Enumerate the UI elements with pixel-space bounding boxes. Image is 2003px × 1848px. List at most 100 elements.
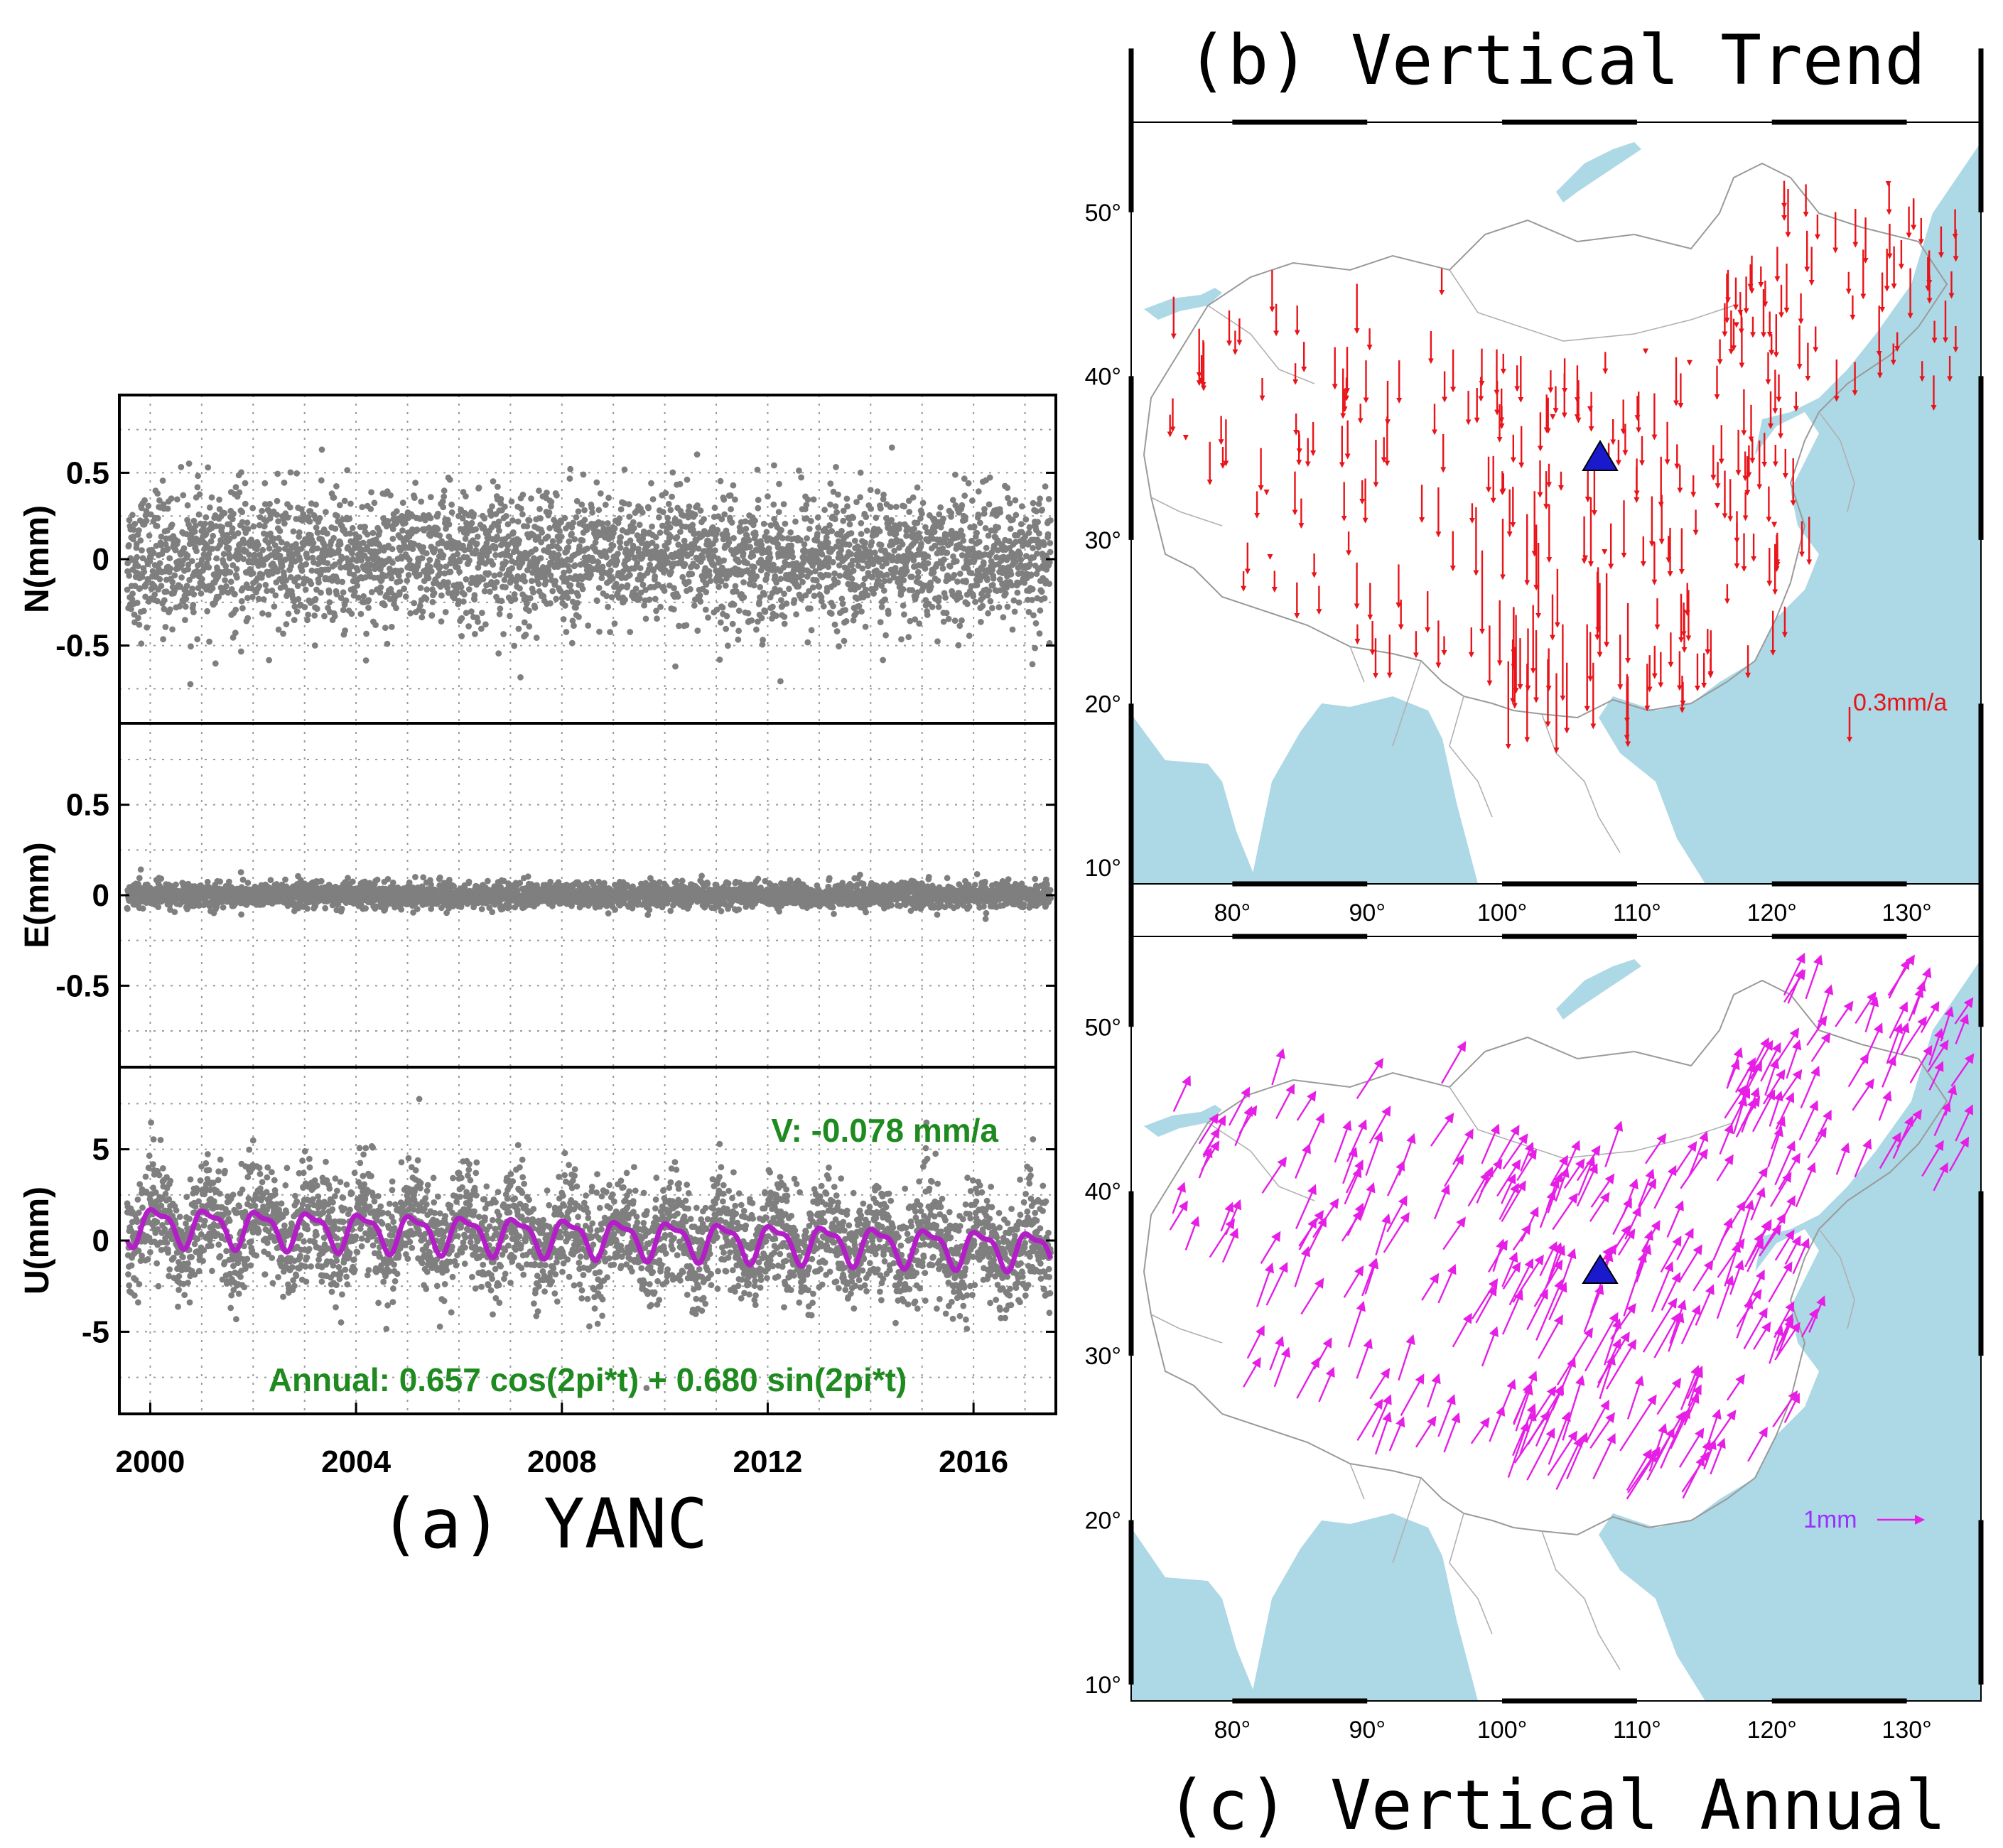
- data-point: [656, 514, 662, 521]
- data-point: [566, 567, 573, 574]
- data-point: [730, 601, 738, 608]
- data-point: [519, 492, 527, 498]
- data-point: [414, 906, 421, 912]
- data-point: [695, 545, 702, 552]
- data-point: [641, 602, 647, 609]
- data-point: [848, 551, 854, 558]
- data-point: [914, 484, 921, 491]
- data-point: [648, 480, 654, 487]
- data-point: [193, 548, 200, 554]
- data-point: [666, 524, 674, 531]
- data-point: [283, 621, 290, 627]
- data-point: [516, 537, 522, 544]
- data-point: [716, 583, 722, 590]
- data-point: [554, 492, 560, 499]
- data-point: [1029, 597, 1035, 603]
- data-point: [664, 514, 671, 522]
- data-point: [901, 611, 907, 618]
- data-point: [689, 571, 696, 578]
- data-point: [892, 504, 900, 510]
- scatter-e: [124, 866, 1054, 922]
- data-point: [124, 586, 131, 593]
- data-point: [355, 594, 362, 601]
- data-point: [593, 479, 600, 486]
- data-point: [751, 563, 757, 571]
- data-point: [621, 466, 628, 473]
- data-point: [969, 497, 976, 504]
- data-point: [797, 536, 804, 544]
- data-point: [238, 598, 245, 605]
- data-point: [429, 599, 436, 605]
- data-point: [907, 617, 914, 625]
- data-point: [841, 637, 848, 644]
- data-point: [927, 583, 934, 590]
- data-point: [953, 558, 960, 565]
- data-point: [502, 558, 509, 566]
- data-point: [436, 874, 443, 881]
- data-point: [124, 905, 131, 912]
- data-point: [318, 589, 324, 596]
- data-point: [261, 501, 269, 507]
- data-point: [455, 598, 463, 605]
- data-point: [475, 618, 481, 625]
- data-point: [1009, 626, 1016, 633]
- data-point: [168, 495, 175, 502]
- data-point: [935, 603, 942, 610]
- data-point: [404, 577, 411, 584]
- data-point: [267, 877, 274, 884]
- data-point: [989, 605, 995, 612]
- data-point: [687, 585, 693, 593]
- data-point: [664, 546, 670, 552]
- data-point: [522, 578, 528, 585]
- data-point: [750, 582, 757, 589]
- data-point: [850, 567, 857, 574]
- data-point: [266, 545, 273, 552]
- data-point: [816, 583, 823, 590]
- data-point: [517, 505, 524, 512]
- data-point: [177, 583, 184, 590]
- data-point: [918, 541, 924, 547]
- data-point: [324, 530, 330, 537]
- data-point: [771, 516, 777, 522]
- data-point: [963, 578, 969, 585]
- data-point: [323, 509, 329, 515]
- data-point: [930, 569, 937, 576]
- data-point: [615, 551, 621, 557]
- data-point: [154, 490, 161, 497]
- data-point: [800, 559, 806, 566]
- data-point: [147, 511, 154, 518]
- data-point: [531, 605, 539, 611]
- data-point: [699, 555, 706, 562]
- data-point: [594, 598, 600, 605]
- data-point: [754, 466, 761, 473]
- data-point: [295, 595, 302, 603]
- data-point: [978, 619, 984, 625]
- data-point: [511, 642, 518, 649]
- data-point: [941, 556, 947, 563]
- data-point: [1047, 549, 1054, 556]
- data-point: [246, 551, 252, 558]
- data-point: [293, 470, 300, 477]
- data-point: [463, 493, 469, 499]
- data-point: [939, 565, 946, 572]
- data-point: [959, 617, 965, 624]
- data-point: [463, 576, 470, 583]
- data-point: [395, 572, 402, 579]
- data-point: [761, 591, 768, 598]
- data-point: [971, 523, 978, 530]
- data-point: [632, 591, 639, 598]
- data-point: [185, 566, 192, 573]
- data-point: [321, 612, 328, 620]
- data-point: [316, 514, 323, 522]
- data-point: [418, 498, 425, 505]
- data-point: [662, 567, 669, 573]
- data-point: [645, 504, 652, 512]
- data-point: [945, 615, 952, 622]
- data-point: [975, 512, 982, 518]
- data-point: [282, 556, 288, 563]
- data-point: [652, 595, 659, 603]
- data-point: [892, 531, 900, 537]
- data-point: [632, 585, 639, 592]
- data-point: [365, 597, 372, 603]
- data-point: [990, 576, 997, 582]
